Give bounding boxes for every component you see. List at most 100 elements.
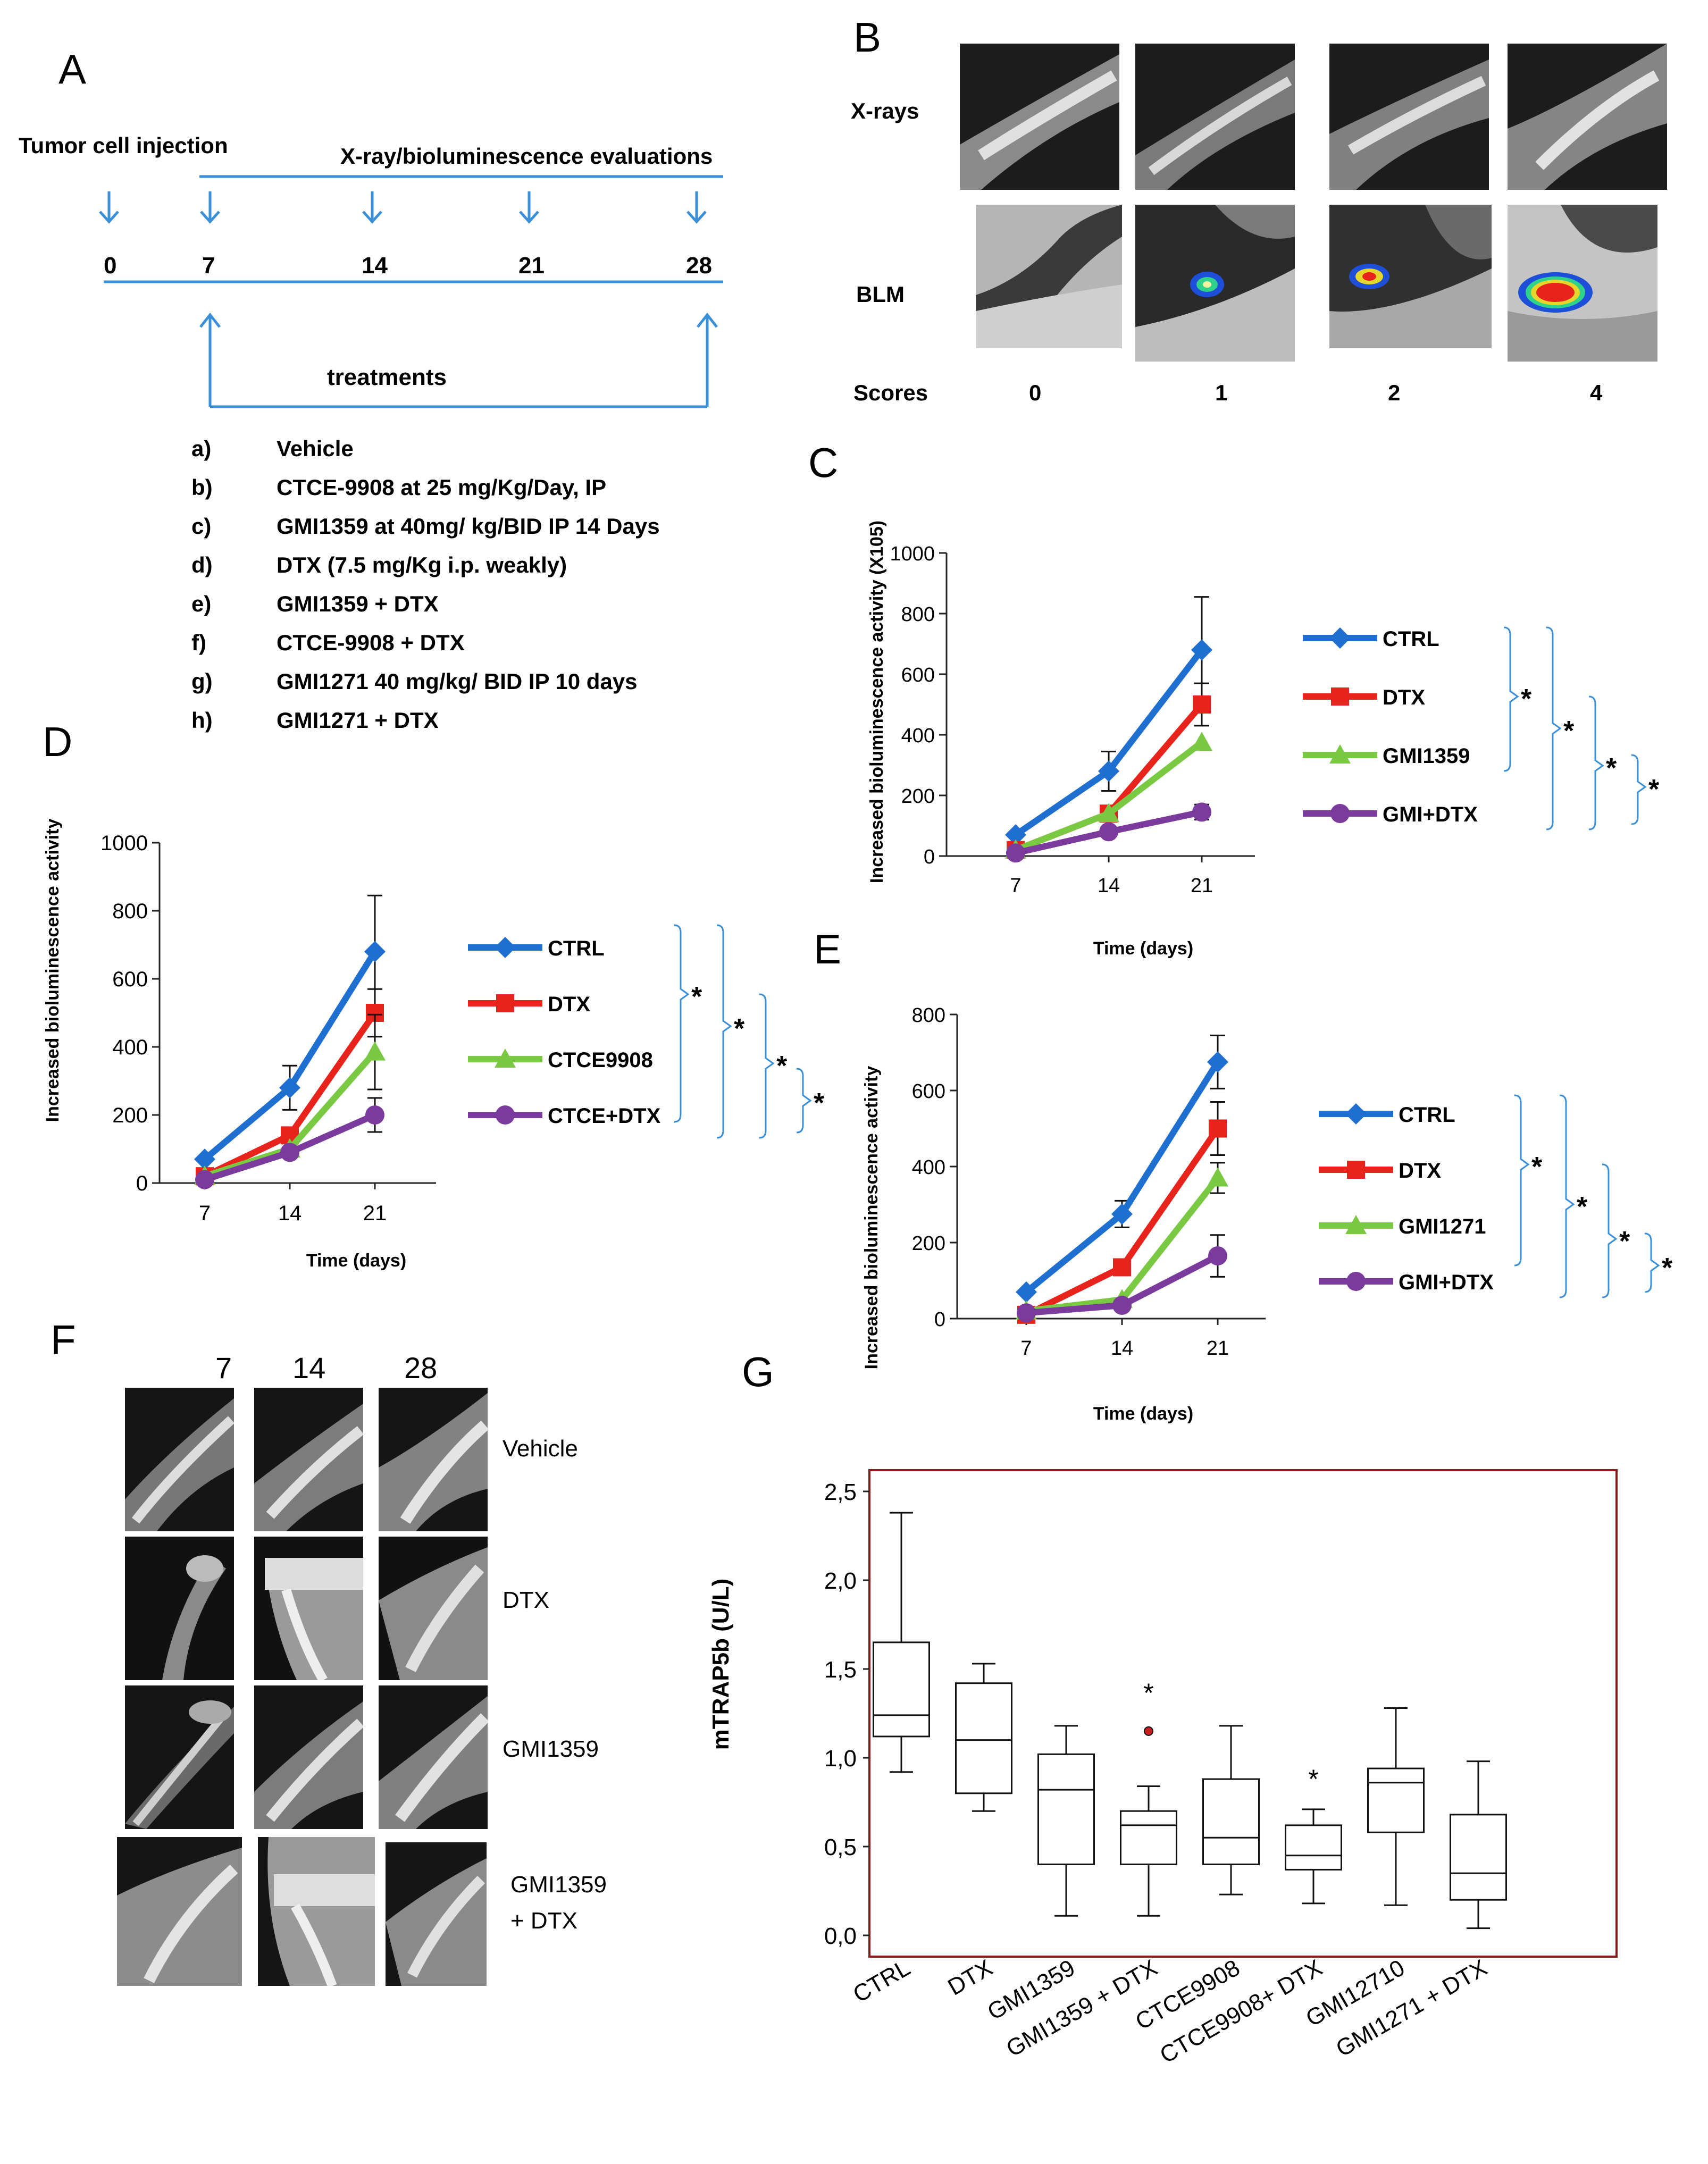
data-point: [496, 994, 514, 1012]
xray-image: [254, 1537, 363, 1680]
significance-bracket: [759, 993, 775, 1139]
x-tick-label: 7: [1020, 1337, 1032, 1360]
data-point: [365, 1105, 384, 1125]
xray-image: [379, 1685, 488, 1829]
y-tick-label: 0: [934, 1309, 945, 1331]
significance-star: *: [1619, 1226, 1630, 1257]
category-label: CTRL: [849, 1955, 915, 2008]
treatment-key: c): [191, 514, 212, 539]
significance-star: *: [1606, 753, 1617, 784]
treatment-text: GMI1359 + DTX: [277, 591, 439, 616]
y-tick-label: 0,5: [824, 1834, 857, 1860]
significance-star: *: [1531, 1152, 1543, 1182]
y-tick-label: 1,0: [824, 1746, 857, 1772]
chart-c: Increased bioluminescence activity (X105…: [867, 521, 1660, 959]
panel-letter-a: A: [58, 46, 87, 93]
y-tick-label: 1,5: [824, 1657, 857, 1683]
box: [1367, 1767, 1425, 1833]
y-tick-label: 400: [112, 1036, 148, 1059]
day-column-label: 28: [404, 1351, 438, 1385]
data-point: [1111, 1203, 1133, 1225]
significance-bracket: [1514, 1094, 1530, 1266]
xray-image: [379, 1388, 488, 1531]
y-tick-label: 600: [912, 1080, 945, 1103]
day-label: 7: [202, 253, 215, 279]
significance-bracket: [1546, 626, 1562, 831]
significance-bracket: [716, 924, 732, 1139]
legend-label: CTRL: [548, 937, 605, 960]
day-column-label: 7: [215, 1351, 232, 1385]
x-tick-label: 7: [199, 1202, 211, 1225]
significance-star: *: [734, 1013, 745, 1044]
evaluation-label: X-ray/bioluminescence evaluations: [340, 144, 713, 169]
treatments-label: treatments: [327, 364, 447, 390]
y-tick-label: 800: [912, 1004, 945, 1027]
data-point: [1191, 639, 1212, 661]
y-tick-label: 2,5: [824, 1479, 857, 1505]
box: [1037, 1753, 1095, 1865]
xray-image: [1135, 44, 1295, 190]
data-point: [1113, 1258, 1131, 1277]
significance-bracket: [674, 924, 690, 1123]
xray-image: [125, 1388, 234, 1531]
y-tick-label: 200: [912, 1232, 945, 1255]
bioluminescence-image: [1135, 205, 1295, 362]
score-value: 2: [1388, 380, 1401, 405]
panel-letter-f: F: [51, 1316, 76, 1363]
data-point: [1017, 1303, 1036, 1323]
y-tick-label: 1000: [101, 832, 148, 855]
treatment-text: GMI1359 at 40mg/ kg/BID IP 14 Days: [277, 514, 660, 539]
row-label-dtx: DTX: [503, 1587, 549, 1613]
y-tick-label: 800: [112, 900, 148, 923]
legend-label: CTCE+DTX: [548, 1104, 661, 1128]
score-value: 4: [1590, 380, 1603, 405]
scores-label: Scores: [853, 380, 928, 405]
y-axis-label: Increased bioluminescence activity (X105…: [867, 521, 887, 883]
treatment-key: e): [191, 591, 212, 616]
legend-label: DTX: [548, 993, 590, 1016]
x-tick-label: 21: [363, 1202, 387, 1225]
box: [1202, 1778, 1260, 1865]
y-tick-label: 600: [901, 664, 935, 686]
box: [955, 1682, 1012, 1794]
data-point: [279, 1077, 300, 1098]
significance-bracket: [1602, 1163, 1618, 1298]
box: [1450, 1814, 1507, 1901]
x-axis-label: Time (days): [306, 1251, 406, 1271]
legend-label: GMI+DTX: [1399, 1271, 1494, 1294]
data-point: [1098, 803, 1119, 823]
data-point: [280, 1143, 299, 1162]
plot-frame: [868, 1469, 1618, 1958]
treatment-key: b): [191, 475, 213, 500]
day-label: 14: [362, 253, 388, 279]
data-point: [1191, 732, 1212, 751]
significance-bracket: [1503, 626, 1519, 772]
y-axis-label: mTRAP5b (U/L): [708, 1579, 734, 1750]
y-tick-label: 200: [112, 1104, 148, 1127]
xray-image: [1329, 44, 1489, 190]
x-tick-label: 14: [278, 1202, 302, 1225]
day-label: 0: [104, 253, 117, 279]
y-tick-label: 2,0: [824, 1568, 857, 1594]
xray-image: [125, 1685, 234, 1829]
treatment-text: Vehicle: [277, 436, 354, 461]
significance-bracket: [796, 1068, 812, 1134]
treatment-key: d): [191, 552, 213, 577]
data-point: [1329, 744, 1351, 764]
y-tick-label: 0,0: [824, 1923, 857, 1949]
treatment-key: a): [191, 436, 212, 461]
y-tick-label: 600: [112, 968, 148, 991]
day-column-label: 14: [292, 1351, 326, 1385]
data-point: [1099, 822, 1118, 842]
box: [1120, 1810, 1177, 1865]
panel-letter-g: G: [742, 1348, 774, 1395]
panel-letter-b: B: [853, 14, 882, 61]
treatment-text: GMI1271 40 mg/kg/ BID IP 10 days: [277, 669, 638, 694]
treatment-text: CTCE-9908 + DTX: [277, 630, 465, 655]
significance-bracket: [1559, 1094, 1575, 1298]
legend-label: CTCE9908: [548, 1049, 653, 1072]
xray-image: [125, 1537, 234, 1680]
data-point: [1192, 802, 1211, 822]
legend-label: DTX: [1383, 686, 1425, 709]
significance-star: *: [776, 1051, 788, 1081]
